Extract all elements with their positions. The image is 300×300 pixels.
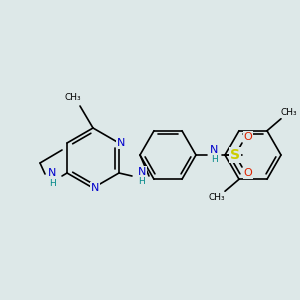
Text: N: N	[138, 167, 146, 177]
Text: S: S	[230, 148, 240, 162]
Text: N: N	[117, 138, 125, 148]
Text: CH₃: CH₃	[65, 94, 81, 103]
Text: H: H	[49, 178, 56, 188]
Text: N: N	[48, 168, 56, 178]
Text: O: O	[244, 168, 252, 178]
Text: CH₃: CH₃	[209, 193, 225, 202]
Text: N: N	[91, 183, 99, 193]
Text: CH₃: CH₃	[281, 108, 297, 117]
Text: H: H	[139, 178, 145, 187]
Text: O: O	[244, 132, 252, 142]
Text: N: N	[210, 145, 218, 155]
Text: H: H	[211, 155, 218, 164]
